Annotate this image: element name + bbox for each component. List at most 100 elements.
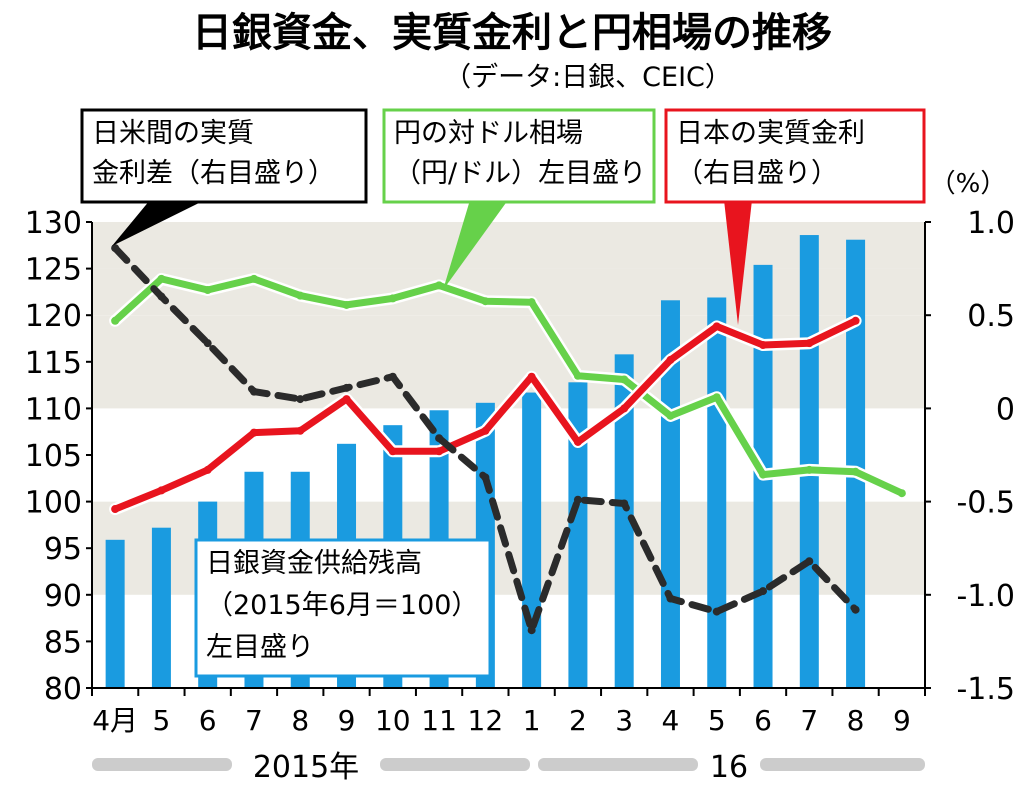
series-2-point-17 bbox=[851, 467, 860, 476]
right-tick-label-1.0: 1.0 bbox=[967, 206, 1015, 241]
series-3-point-12 bbox=[620, 404, 629, 413]
series-4-point-3 bbox=[203, 339, 212, 348]
series-3-point-1 bbox=[111, 505, 120, 514]
left-tick-label-105: 105 bbox=[25, 439, 82, 474]
series-3-point-16 bbox=[805, 339, 814, 348]
series-2-point-7 bbox=[388, 294, 397, 303]
series-4-point-17 bbox=[851, 605, 860, 614]
series-4-point-12 bbox=[620, 499, 629, 508]
year-label-2015: 2015年 bbox=[253, 750, 359, 785]
callout-supply-line-1: 日銀資金供給残高 bbox=[206, 548, 422, 579]
axes: 130125120115110105100959085801.00.50-0.5… bbox=[25, 206, 1015, 737]
callout-yen-line-1: 円の対ドル相場 bbox=[394, 118, 583, 149]
callout-yen-box bbox=[382, 108, 656, 204]
left-tick-label-125: 125 bbox=[25, 253, 82, 288]
bar-16 bbox=[799, 235, 819, 688]
right-tick-label-0.5: 0.5 bbox=[967, 299, 1015, 334]
series-3-point-6 bbox=[342, 395, 351, 404]
series-3-point-4 bbox=[249, 428, 258, 437]
series-4-point-2 bbox=[157, 292, 166, 301]
series-2-point-5 bbox=[296, 291, 305, 300]
year-bar-2016-left bbox=[538, 758, 698, 771]
series-3-point-11 bbox=[573, 437, 582, 446]
x-tick-label-18: 9 bbox=[893, 704, 911, 737]
series-3-point-10 bbox=[527, 372, 536, 381]
series-2-point-14 bbox=[712, 393, 721, 402]
x-tick-label-14: 5 bbox=[708, 704, 726, 737]
callout-rate: 日本の実質金利 （右目盛り） bbox=[664, 108, 926, 325]
left-tick-label-95: 95 bbox=[44, 532, 82, 567]
series-2-point-10 bbox=[527, 298, 536, 307]
series-4-point-8 bbox=[435, 434, 444, 443]
right-axis-unit: （%） bbox=[930, 169, 1007, 199]
x-tick-label-7: 10 bbox=[375, 704, 411, 737]
x-tick-label-8: 11 bbox=[421, 704, 457, 737]
callout-supply-line-2: （2015年6月＝100） bbox=[206, 590, 478, 621]
series-2-point-18 bbox=[897, 489, 906, 498]
left-tick-label-90: 90 bbox=[44, 579, 82, 614]
series-4-point-1 bbox=[111, 244, 120, 253]
callout-rate-line-2: （右目盛り） bbox=[676, 158, 838, 189]
bar-10 bbox=[522, 392, 542, 688]
left-tick-label-80: 80 bbox=[44, 672, 82, 707]
band-110 bbox=[92, 315, 925, 409]
right-tick-label--0.5: -0.5 bbox=[956, 486, 1015, 521]
series-2-point-8 bbox=[435, 281, 444, 290]
callout-diff-pointer bbox=[112, 200, 205, 246]
series-lines bbox=[109, 244, 908, 635]
bar-1 bbox=[105, 539, 125, 688]
series-4-point-5 bbox=[296, 395, 305, 404]
callout-supply-line-3: 左目盛り bbox=[206, 632, 314, 663]
series-2-point-2 bbox=[157, 274, 166, 283]
series-4-point-14 bbox=[712, 607, 721, 616]
callout-yen-line-2: （円/ドル）左目盛り bbox=[394, 158, 646, 189]
band-125 bbox=[92, 222, 925, 269]
series-2-point-12 bbox=[620, 375, 629, 384]
callout-rate-box bbox=[664, 108, 926, 204]
x-tick-label-13: 4 bbox=[662, 704, 680, 737]
series-2-point-1 bbox=[111, 316, 120, 325]
year-bar-2015-right bbox=[380, 758, 530, 771]
bar-17 bbox=[846, 239, 866, 688]
x-tick-label-1: 4月 bbox=[92, 704, 138, 737]
callout-diff-line-2: 金利差（右目盛り） bbox=[92, 158, 335, 189]
series-3-point-5 bbox=[296, 426, 305, 435]
series-4-point-4 bbox=[249, 387, 258, 396]
x-tick-label-15: 6 bbox=[754, 704, 772, 737]
bar-11 bbox=[568, 382, 588, 688]
series-3-point-7 bbox=[388, 447, 397, 456]
left-tick-label-115: 115 bbox=[25, 346, 82, 381]
series-4-point-15 bbox=[759, 587, 768, 596]
year-label-2016: 16 bbox=[710, 750, 748, 785]
x-tick-label-9: 12 bbox=[468, 704, 504, 737]
series-4-point-7 bbox=[388, 372, 397, 381]
series-2-line bbox=[111, 275, 906, 497]
series-3-point-8 bbox=[435, 447, 444, 456]
x-tick-label-16: 7 bbox=[800, 704, 818, 737]
series-2-point-4 bbox=[249, 274, 258, 283]
chart-title: 日銀資金、実質金利と円相場の推移 bbox=[192, 10, 832, 56]
x-tick-label-4: 7 bbox=[245, 704, 263, 737]
series-2-point-16 bbox=[805, 465, 814, 474]
series-2-point-11 bbox=[573, 371, 582, 380]
bar-12 bbox=[614, 354, 634, 688]
callout-supply-box bbox=[194, 538, 492, 678]
x-tick-label-3: 6 bbox=[199, 704, 217, 737]
series-3-point-14 bbox=[712, 322, 721, 331]
chart-subtitle: （データ:日銀、CEIC） bbox=[444, 62, 732, 93]
series-2-point-3 bbox=[203, 286, 212, 295]
series-4-point-9 bbox=[481, 473, 490, 482]
series-3-point-2 bbox=[157, 486, 166, 495]
callout-diff-box bbox=[80, 108, 368, 204]
left-tick-label-110: 110 bbox=[25, 392, 82, 427]
series-4-point-6 bbox=[342, 383, 351, 392]
series-3-point-9 bbox=[481, 426, 490, 435]
callout-diff-line-1: 日米間の実質 bbox=[92, 118, 254, 149]
year-bar-2016-right bbox=[760, 758, 925, 771]
series-4-point-10 bbox=[527, 626, 536, 635]
x-tick-label-17: 8 bbox=[847, 704, 865, 737]
x-tick-label-5: 8 bbox=[291, 704, 309, 737]
callout-rate-line-1: 日本の実質金利 bbox=[676, 118, 865, 149]
